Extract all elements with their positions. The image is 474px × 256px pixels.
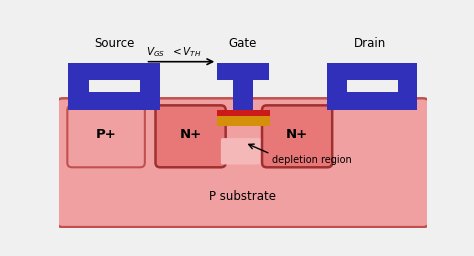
Text: Gate: Gate — [229, 37, 257, 50]
Text: Drain: Drain — [354, 37, 386, 50]
Text: depletion region: depletion region — [272, 155, 351, 165]
Text: P+: P+ — [96, 128, 116, 141]
Bar — [233, 75, 253, 110]
FancyBboxPatch shape — [67, 105, 145, 167]
Bar — [140, 73, 160, 110]
FancyBboxPatch shape — [221, 138, 267, 164]
Bar — [217, 110, 271, 116]
Bar — [328, 73, 346, 110]
Bar — [68, 92, 160, 110]
FancyBboxPatch shape — [56, 98, 429, 227]
Text: Source: Source — [94, 37, 135, 50]
Text: N+: N+ — [286, 128, 308, 141]
FancyBboxPatch shape — [262, 105, 332, 167]
Bar — [217, 63, 269, 80]
Bar — [328, 63, 418, 80]
Bar — [328, 92, 418, 110]
Text: $V_{GS}$: $V_{GS}$ — [146, 45, 164, 59]
Bar — [217, 116, 271, 126]
Bar — [68, 63, 160, 80]
Bar — [398, 73, 418, 110]
FancyBboxPatch shape — [155, 105, 226, 167]
Bar — [68, 73, 89, 110]
Text: $< V_{TH}$: $< V_{TH}$ — [170, 45, 202, 59]
Text: P substrate: P substrate — [210, 190, 276, 203]
Text: N+: N+ — [179, 128, 201, 141]
